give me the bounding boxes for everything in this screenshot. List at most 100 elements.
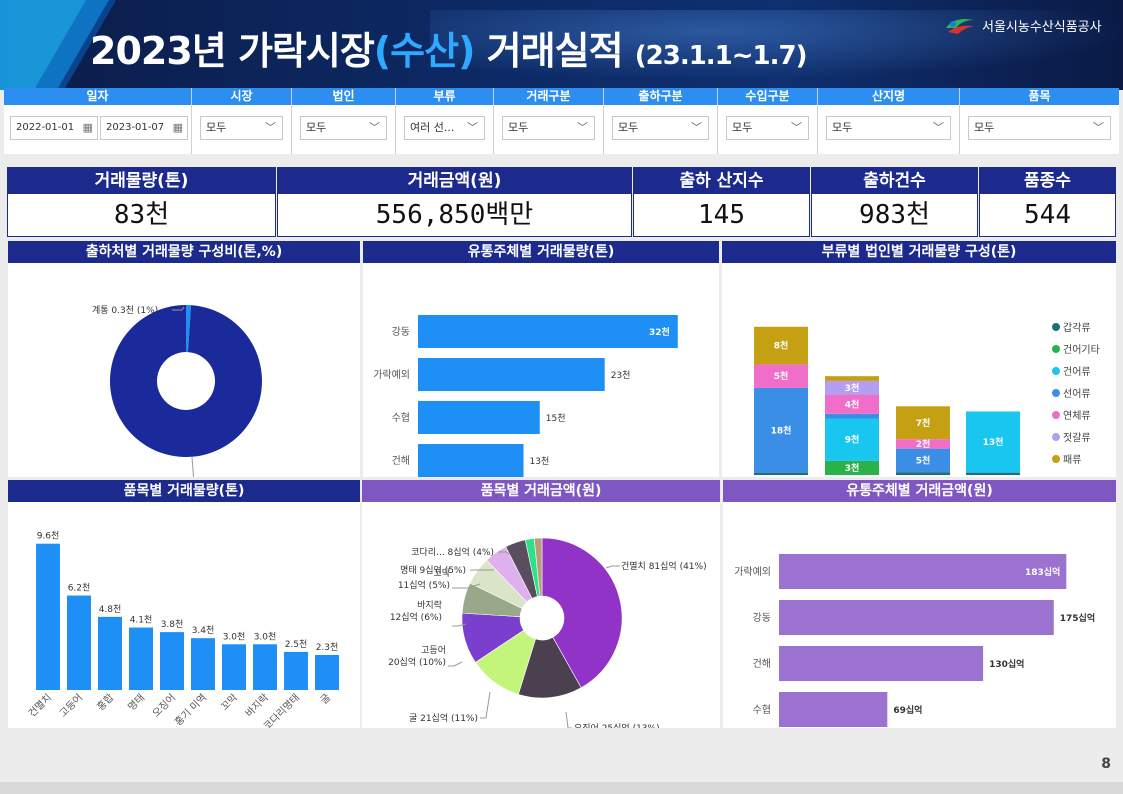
panel-title: 품목별 거래물량(톤) — [8, 480, 360, 502]
category-label: 강동 — [392, 326, 410, 338]
class-corp-volume-chart: 18천5천8천강동3천9천4천3천가락예외5천2천7천수협13천건해갑각류건어기… — [754, 322, 1100, 494]
bar — [36, 543, 60, 690]
data-label: 5천 — [916, 455, 931, 466]
class-select[interactable]: 여러 선... ﹀ — [404, 116, 485, 140]
panel-shipper-composition: 출하처별 거래물량 구성비(톤,%) 계통 0.3천 (1%)개인 27.8천 … — [8, 241, 360, 489]
leader-line — [452, 623, 467, 627]
select-value: 모두 — [732, 121, 753, 134]
chevron-down-icon: ﹀ — [577, 121, 588, 134]
legend-label: 갑각류 — [1063, 322, 1091, 334]
panel-title: 부류별 법인별 거래물량 구성(톤) — [722, 241, 1116, 263]
date-start-input[interactable]: 2022-01-01 ▦ — [10, 116, 98, 140]
leader-line — [565, 711, 572, 729]
import-type-select[interactable]: 모두 ﹀ — [726, 116, 809, 140]
legend-label: 패류 — [1063, 454, 1081, 466]
kpi-card-amount: 거래금액(원) 556,850백만 — [277, 167, 632, 237]
legend-marker — [1052, 323, 1060, 331]
stacked-bar-segment — [825, 380, 879, 395]
legend-label: 젓갈류 — [1063, 431, 1091, 444]
data-label: 7천 — [916, 418, 931, 429]
category-label: 바지락 — [243, 692, 271, 720]
data-label: 4.8천 — [99, 604, 122, 615]
stacked-bar-segment — [754, 387, 808, 473]
pie-slice — [186, 305, 192, 353]
date-end-value: 2023-01-07 — [106, 122, 165, 133]
panel-class-corp-volume: 부류별 법인별 거래물량 구성(톤) 18천5천8천강동3천9천4천3천가락예외… — [722, 241, 1116, 494]
data-label: 9.6천 — [37, 531, 60, 542]
stacked-bar-segment — [754, 472, 808, 475]
data-label: 5천 — [774, 371, 789, 382]
title-main: 2023년 가락시장 — [90, 29, 375, 73]
legend-marker — [1052, 433, 1060, 441]
kpi-card-origins: 출하 산지수 145 — [633, 167, 810, 237]
origin-select[interactable]: 모두 ﹀ — [826, 116, 951, 140]
data-label: 2.5천 — [285, 639, 308, 650]
data-label: 3천 — [845, 383, 860, 394]
filter-corp: 법인 모두 ﹀ — [292, 88, 396, 154]
category-label: 꼬막 — [219, 692, 241, 714]
filter-bar: 일자 2022-01-01 ▦ 2023-01-07 ▦ 시장 모두 ﹀ 법인 모두 ﹀… — [4, 88, 1119, 154]
category-label: 건해 — [392, 454, 410, 467]
chevron-down-icon: ﹀ — [467, 121, 478, 134]
chevron-down-icon: ﹀ — [1093, 121, 1104, 134]
legend-marker — [1052, 345, 1060, 353]
calendar-icon[interactable]: ▦ — [82, 121, 93, 134]
filter-item: 품목 모두 ﹀ — [960, 88, 1119, 154]
footer-strip — [0, 782, 1123, 794]
stacked-bar-segment — [966, 472, 1020, 475]
kpi-label: 출하건수 — [812, 168, 977, 194]
data-label: 건멸치 81십억 (41%) — [621, 560, 707, 572]
category-label: 가락예외 — [373, 369, 410, 381]
panel-title: 품목별 거래금액(원) — [362, 480, 720, 502]
corp-select[interactable]: 모두 ﹀ — [300, 116, 387, 140]
category-label: 가락예외 — [734, 566, 771, 578]
market-select[interactable]: 모두 ﹀ — [200, 116, 283, 140]
pie-slice — [109, 305, 262, 457]
data-label: 6.2천 — [68, 583, 91, 594]
category-label: 명태 — [126, 692, 148, 714]
kpi-number: 83 — [113, 200, 146, 230]
category-label: 고등어 — [57, 692, 85, 720]
filter-label: 수입구분 — [718, 88, 817, 105]
shipper-composition-chart: 계통 0.3천 (1%)개인 27.8천 (99%) — [92, 304, 282, 489]
page-title: 2023년 가락시장(수산) 거래실적 (23.1.1~1.7) — [90, 20, 807, 75]
ship-type-select[interactable]: 모두 ﹀ — [612, 116, 709, 140]
data-label: 3.0천 — [254, 631, 277, 642]
title-highlight: (수산) — [373, 29, 476, 73]
stacked-bar-segment — [966, 411, 1020, 473]
legend-marker — [1052, 411, 1060, 419]
calendar-icon[interactable]: ▦ — [172, 121, 183, 134]
chevron-down-icon: ﹀ — [691, 121, 702, 134]
header-banner: 2023년 가락시장(수산) 거래실적 (23.1.1~1.7) 서울시농수산식… — [0, 0, 1123, 90]
header-glow — [430, 10, 1123, 80]
chevron-down-icon: ﹀ — [933, 121, 944, 134]
kpi-row: 거래물량(톤) 83천 거래금액(원) 556,850백만 출하 산지수 145… — [7, 167, 1116, 237]
select-value: 모두 — [306, 121, 327, 134]
date-start-value: 2022-01-01 — [16, 122, 75, 133]
data-label: 130십억 — [989, 658, 1024, 670]
data-label: 4천 — [845, 399, 860, 410]
trade-type-select[interactable]: 모두 ﹀ — [502, 116, 595, 140]
leader-line — [448, 661, 463, 667]
bar — [129, 627, 153, 690]
bar — [779, 646, 984, 681]
date-end-input[interactable]: 2023-01-07 ▦ — [100, 116, 188, 140]
select-value: 모두 — [974, 121, 995, 134]
org-name: 서울시농수산식품공사 — [982, 19, 1102, 35]
data-label: 바지락 — [417, 599, 442, 611]
stacked-bar-segment — [896, 439, 950, 449]
data-label: 굴 21십억 (11%) — [409, 712, 478, 724]
bar — [191, 638, 215, 690]
category-label: 수협 — [753, 703, 771, 716]
item-select[interactable]: 모두 ﹀ — [968, 116, 1111, 140]
data-label: 2천 — [916, 439, 931, 450]
filter-label: 일자 — [4, 88, 191, 105]
data-label: 3.8천 — [161, 619, 184, 630]
data-label: 3천 — [845, 463, 860, 474]
stacked-bar-segment — [754, 364, 808, 388]
bar — [418, 401, 540, 434]
category-label: 오징어 — [150, 692, 178, 720]
select-value: 여러 선... — [410, 121, 455, 134]
kpi-unit: 백만 — [485, 200, 534, 230]
kpi-value: 556,850백만 — [278, 194, 631, 236]
